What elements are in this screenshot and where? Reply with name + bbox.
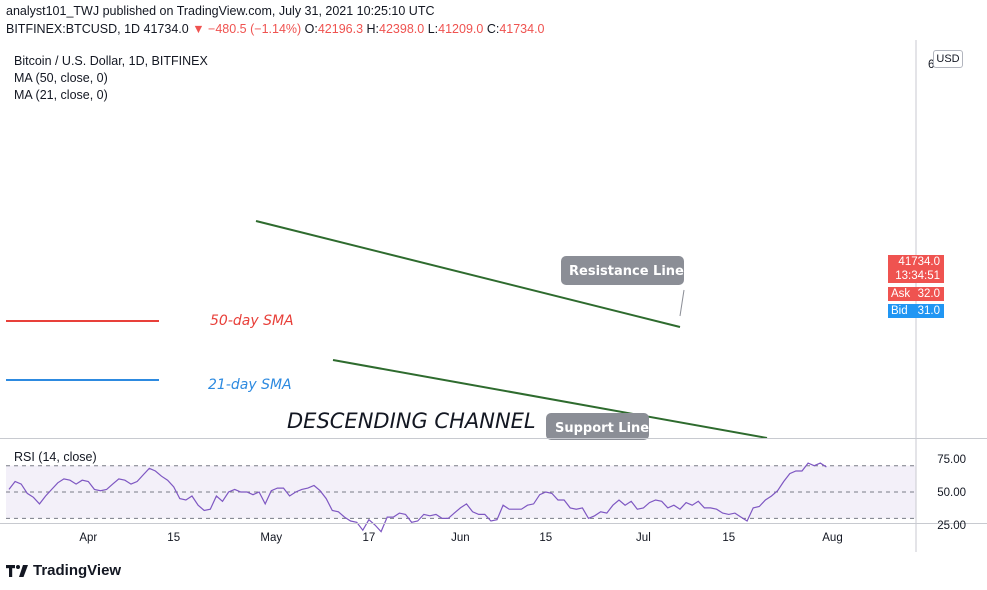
resistance-callout-label: Resistance Line	[569, 264, 684, 279]
low-value: 41209.0	[438, 22, 484, 36]
support-trendline	[332, 359, 768, 439]
ma21-legend[interactable]: MA (21, close, 0)	[14, 88, 108, 102]
last-price-tag: 41734.0	[888, 255, 944, 269]
close-value: 41734.0	[499, 22, 545, 36]
rsi-line	[8, 462, 827, 533]
tradingview-logo[interactable]: TradingView	[6, 562, 121, 579]
low-label: L:	[427, 22, 439, 36]
time-tick-label: Aug	[822, 532, 842, 544]
time-tick-label: 17	[363, 532, 376, 544]
price-tick-label: 6	[928, 59, 934, 71]
time-tick-label: 15	[722, 532, 735, 544]
high-value: 42398.0	[379, 22, 425, 36]
rsi-tick-label: 25.00	[937, 520, 966, 532]
last-price: 41734.0	[143, 22, 189, 36]
ask-label: Ask	[888, 287, 917, 301]
support-callout-box	[546, 413, 649, 440]
currency-button[interactable]: USD	[933, 50, 963, 68]
resistance-trendline	[255, 220, 681, 328]
resistance-callout-box	[561, 256, 684, 285]
support-callout-label: Support Line	[555, 421, 649, 436]
time-tick-label: Apr	[79, 532, 97, 544]
publisher-line: analyst101_TWJ published on TradingView.…	[6, 4, 435, 18]
tradingview-wordmark: TradingView	[33, 562, 122, 579]
ohlc-header: BITFINEX:BTCUSD, 1D 41734.0 ▼ −480.5 (−1…	[6, 22, 545, 36]
tradingview-icon	[6, 564, 28, 577]
chart-title: Bitcoin / U.S. Dollar, 1D, BITFINEX	[14, 54, 208, 68]
rsi-tick-label: 50.00	[937, 487, 966, 499]
time-tick-label: 15	[539, 532, 552, 544]
bid-label: Bid	[888, 304, 917, 318]
open-value: 42196.3	[317, 22, 364, 36]
time-tick-label: May	[260, 532, 282, 544]
rsi-tick-label: 75.00	[937, 454, 966, 466]
rsi-legend: RSI (14, close)	[14, 450, 97, 464]
countdown-tag: 13:34:51	[888, 269, 944, 283]
channel-annotation: DESCENDING CHANNEL	[287, 409, 536, 433]
sma50-annotation: 50-day SMA	[210, 313, 294, 329]
time-tick-label: 15	[167, 532, 180, 544]
high-label: H:	[366, 22, 380, 36]
rsi-band	[6, 465, 916, 519]
ma50-legend[interactable]: MA (50, close, 0)	[14, 71, 108, 85]
time-tick-label: Jul	[636, 532, 651, 544]
symbol-label: BITFINEX:BTCUSD, 1D	[6, 22, 141, 36]
price-chart[interactable]: 50-day SMA 21-day SMA DESCENDING CHANNEL Re…	[0, 40, 987, 555]
close-label: C:	[486, 22, 500, 36]
time-tick-label: Jun	[451, 532, 470, 544]
sma21-annotation: 21-day SMA	[208, 377, 292, 393]
resistance-callout-pointer	[679, 289, 685, 317]
open-label: O:	[304, 22, 318, 36]
price-change: ▼ −480.5 (−1.14%)	[192, 22, 302, 36]
